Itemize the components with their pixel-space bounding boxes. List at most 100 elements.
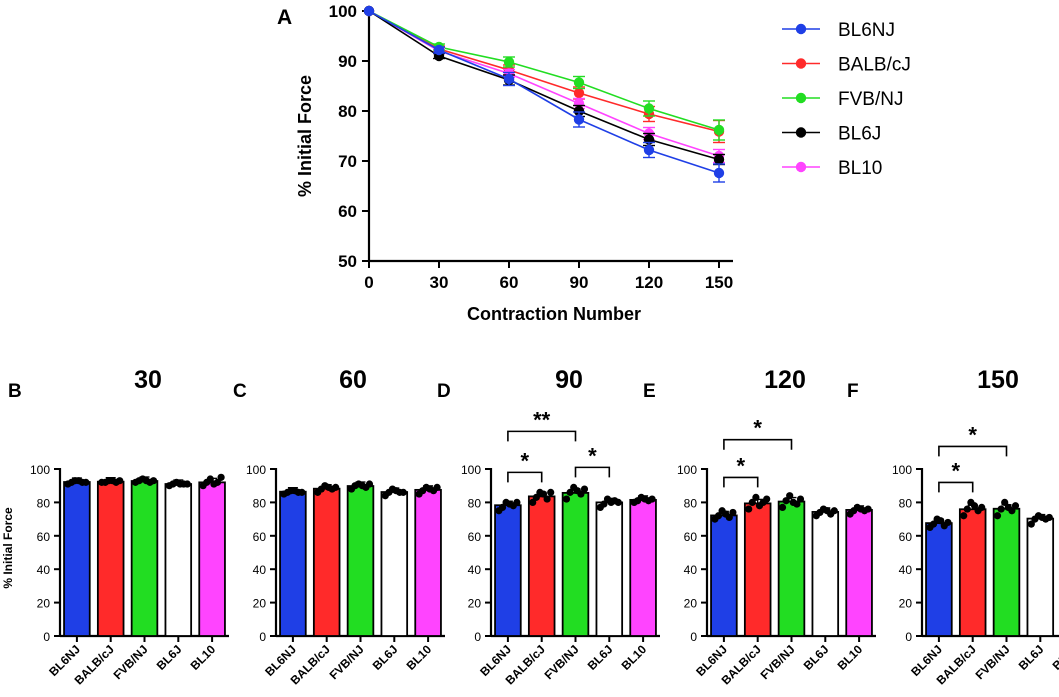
y-tick-label: 40 xyxy=(684,563,698,577)
data-point xyxy=(116,477,124,485)
series-line xyxy=(368,10,720,157)
y-tick-label: 20 xyxy=(899,597,913,611)
bracket-line xyxy=(723,476,759,488)
x-tick-label: FVB/NJ xyxy=(758,642,798,682)
y-tick-label: 100 xyxy=(30,463,50,477)
panel-label-d: D xyxy=(437,381,451,402)
y-tick-label: 0 xyxy=(905,630,912,644)
bracket-line xyxy=(723,438,793,450)
data-point xyxy=(573,77,585,88)
significance-bracket: * xyxy=(723,453,759,488)
bar xyxy=(63,481,91,637)
data-point xyxy=(960,512,968,520)
data-point xyxy=(729,508,737,517)
y-tick-label: 0 xyxy=(259,630,266,644)
legend-marker xyxy=(795,127,807,138)
significance-bracket: * xyxy=(574,443,611,478)
legend-marker xyxy=(795,23,807,35)
x-axis-title: Contraction Number xyxy=(467,304,641,324)
data-point xyxy=(529,498,537,506)
panel-label-b: B xyxy=(8,381,22,402)
data-point xyxy=(532,493,540,501)
data-point xyxy=(796,495,805,503)
y-tick-label: 80 xyxy=(338,102,357,121)
data-point xyxy=(539,490,548,498)
bar xyxy=(164,483,193,637)
panel-label-e: E xyxy=(643,381,656,402)
data-point xyxy=(332,483,340,491)
bar xyxy=(845,509,873,637)
data-point xyxy=(543,495,551,503)
data-point xyxy=(978,503,986,512)
x-tick-label: 150 xyxy=(705,273,733,292)
data-point xyxy=(573,105,585,117)
data-point xyxy=(1011,502,1020,510)
significance-bracket: * xyxy=(507,448,543,483)
y-tick-label: 60 xyxy=(899,530,913,544)
bar xyxy=(811,511,840,637)
significance-label: * xyxy=(521,448,530,473)
data-point xyxy=(1045,513,1053,522)
series-balb-cj xyxy=(363,5,725,144)
y-tick-label: 60 xyxy=(37,530,51,544)
y-tick-label: 50 xyxy=(338,252,357,271)
y-tick-label: 80 xyxy=(684,496,698,510)
y-tick-label: 40 xyxy=(253,563,267,577)
data-point xyxy=(970,502,979,510)
x-tick-label: BL10 xyxy=(1050,642,1059,673)
x-tick-label: 60 xyxy=(500,273,519,292)
bracket-line xyxy=(507,430,577,442)
data-point xyxy=(713,154,725,165)
data-point xyxy=(937,517,945,525)
legend-marker xyxy=(795,92,807,104)
bar xyxy=(312,487,341,637)
y-tick-label: 60 xyxy=(253,530,267,544)
significance-bracket: * xyxy=(938,458,974,493)
y-tick-label: 100 xyxy=(892,463,912,477)
panel-title: 30 xyxy=(134,366,162,394)
data-point xyxy=(786,492,794,500)
data-point xyxy=(1027,520,1035,528)
data-point xyxy=(763,495,771,503)
data-point xyxy=(503,73,515,85)
y-tick-label: 40 xyxy=(899,563,913,577)
data-point xyxy=(713,124,725,136)
y-tick-label: 100 xyxy=(329,2,357,21)
bracket-line xyxy=(507,471,543,483)
data-point xyxy=(752,493,760,501)
bar xyxy=(595,501,624,637)
y-tick-label: 80 xyxy=(253,496,267,510)
y-tick-label: 20 xyxy=(253,597,267,611)
data-point xyxy=(993,512,1002,520)
series-line xyxy=(368,10,720,161)
significance-label: * xyxy=(952,458,961,483)
series-line xyxy=(368,10,720,174)
y-tick-label: 80 xyxy=(899,496,913,510)
y-tick-label: 60 xyxy=(468,530,482,544)
data-point xyxy=(82,478,90,486)
data-point xyxy=(997,505,1005,513)
x-tick-label: 120 xyxy=(635,273,663,292)
data-point xyxy=(149,477,158,485)
bar xyxy=(414,488,442,637)
data-point xyxy=(363,5,375,17)
data-point xyxy=(1001,498,1009,506)
y-tick-label: 0 xyxy=(43,630,50,644)
data-point xyxy=(503,56,515,68)
data-point xyxy=(748,498,756,506)
data-point xyxy=(745,505,753,513)
x-tick-label: BL6J xyxy=(154,642,185,673)
data-point xyxy=(566,488,574,496)
data-point xyxy=(1008,507,1016,515)
data-point xyxy=(963,505,971,513)
data-point xyxy=(782,497,790,505)
legend: BL6NJ BALB/cJ FVB/NJ BL6J BL10 xyxy=(782,20,911,179)
y-tick-label: 40 xyxy=(37,563,51,577)
significance-bracket: * xyxy=(938,422,1008,457)
data-point xyxy=(498,503,507,512)
significance-label: * xyxy=(588,443,597,468)
data-point xyxy=(213,478,222,486)
data-point xyxy=(864,505,872,513)
